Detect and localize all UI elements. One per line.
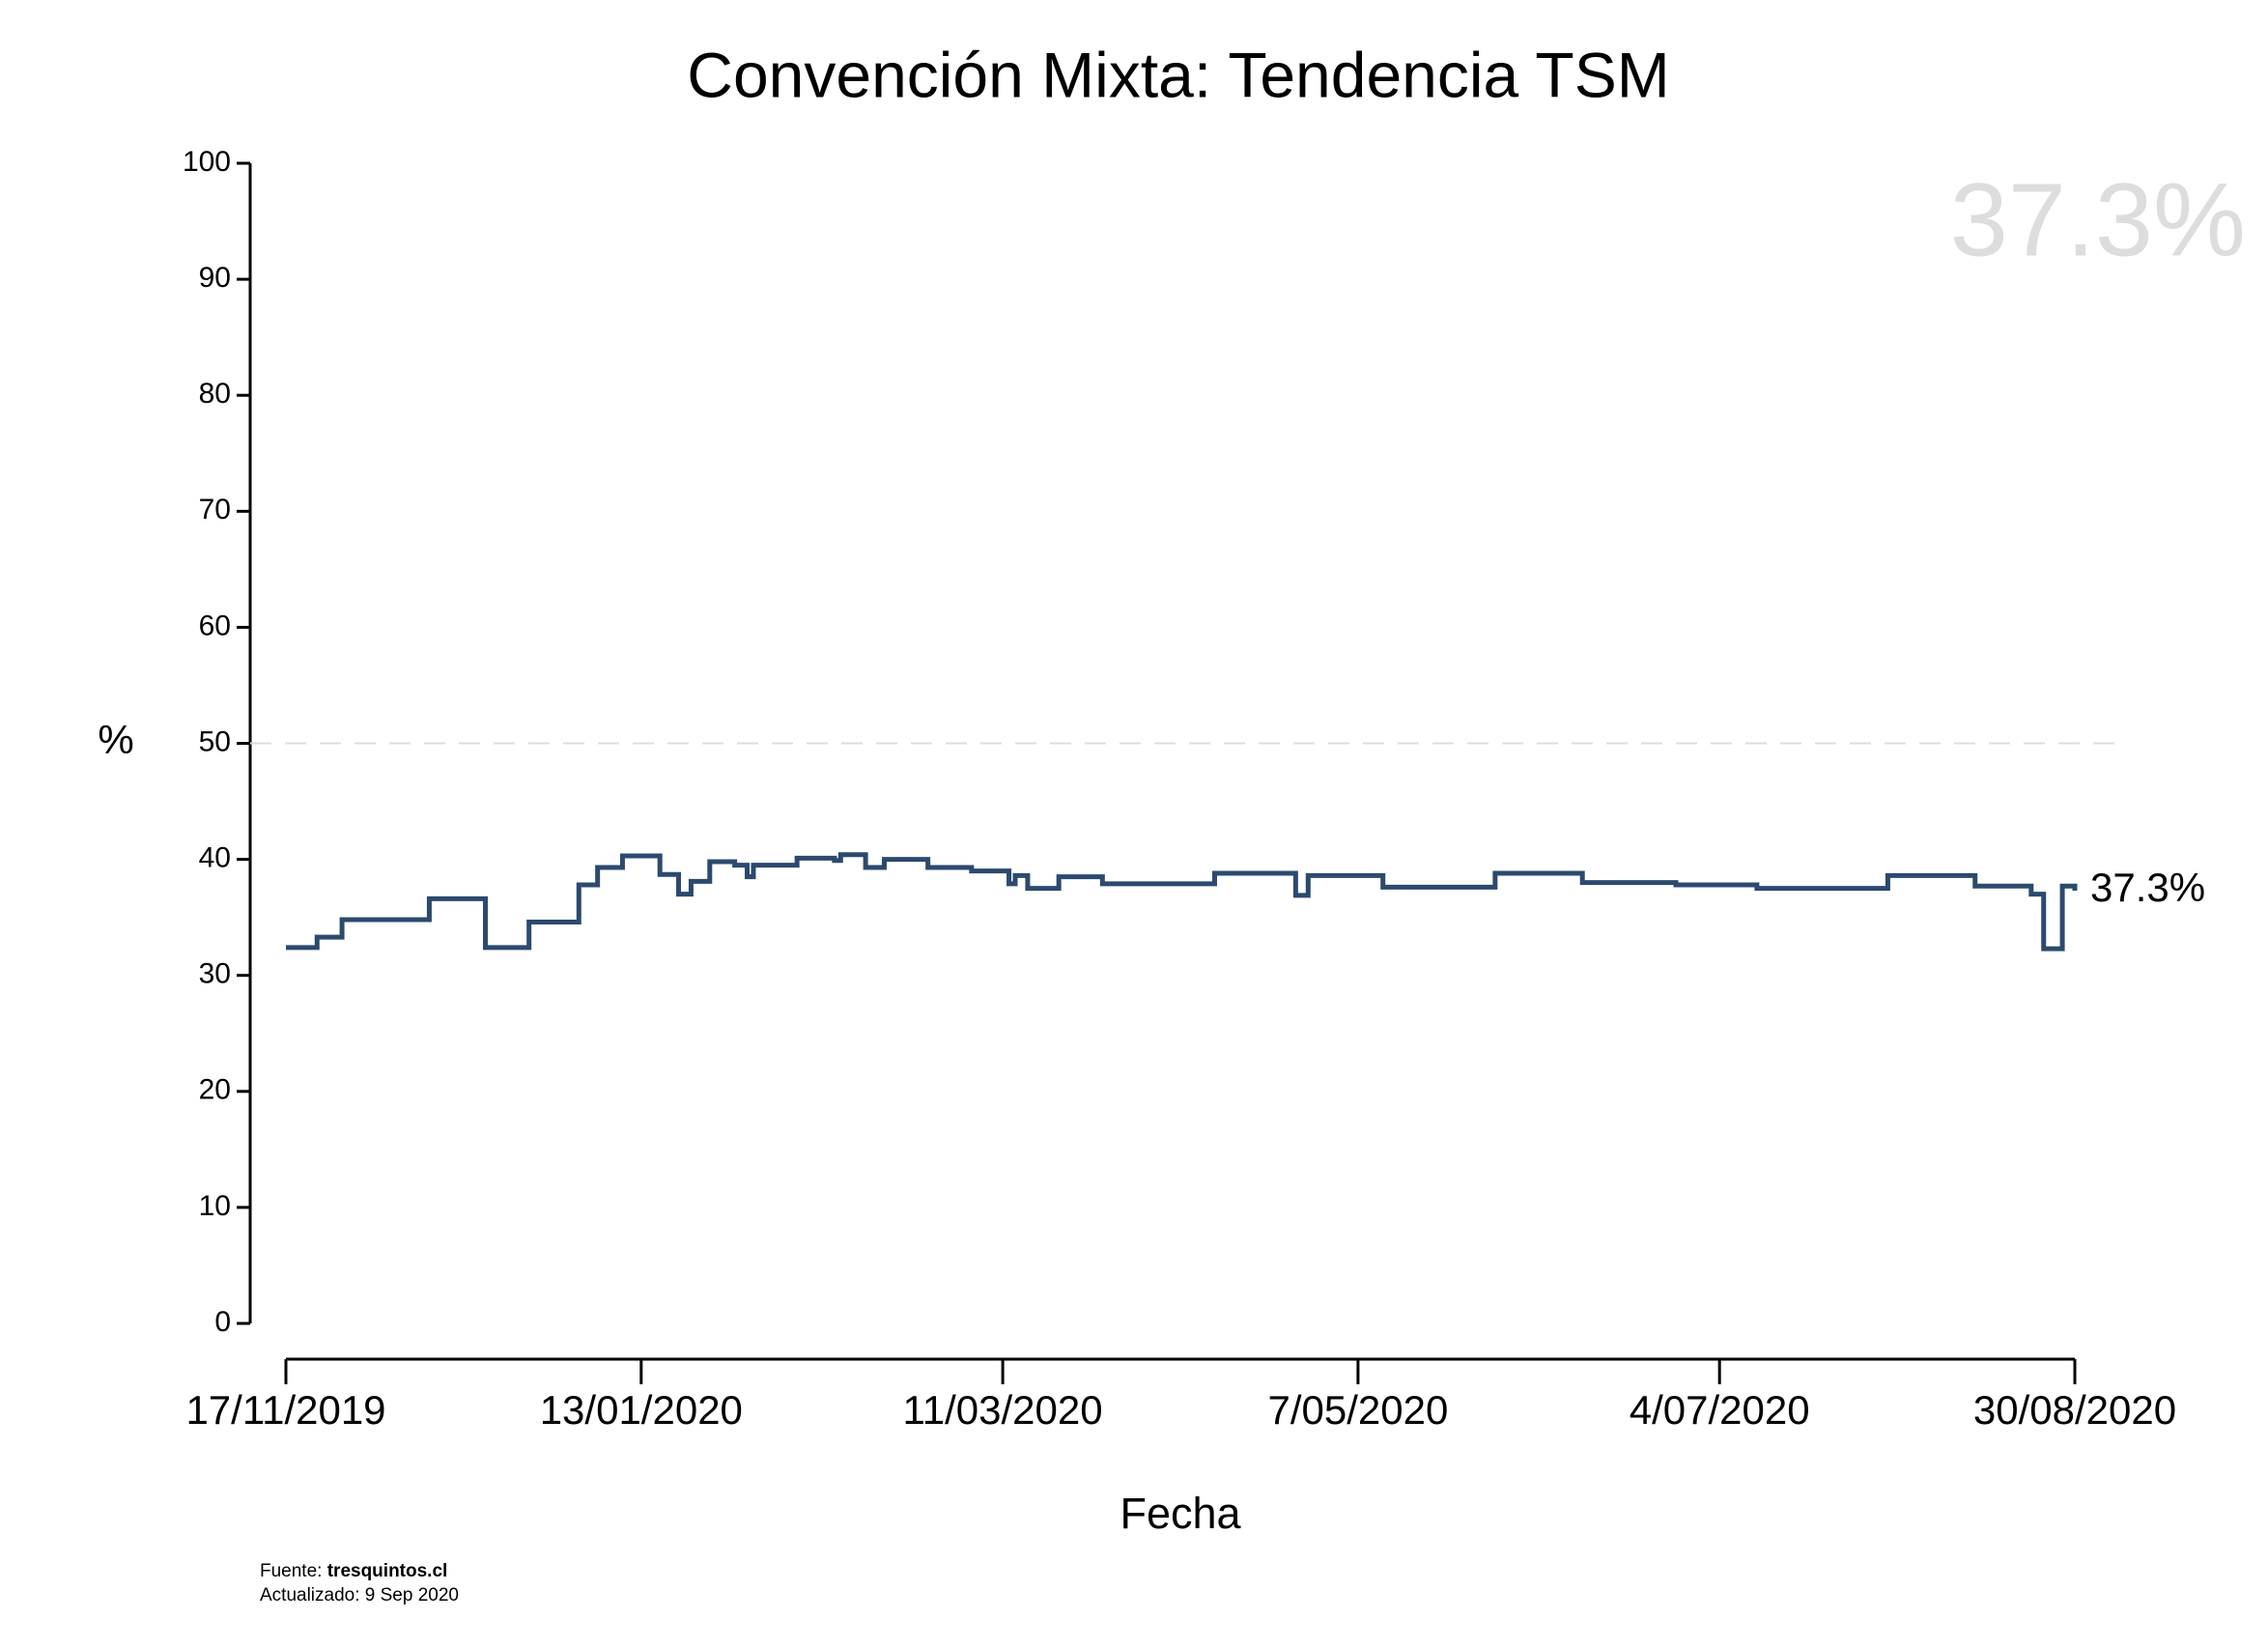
end-label: 37.3%: [2090, 865, 2205, 910]
y-tick-label: 80: [199, 378, 231, 410]
y-tick-label: 90: [199, 262, 231, 294]
x-tick-label: 4/07/2020: [1630, 1387, 1810, 1433]
y-tick-label: 20: [199, 1074, 231, 1106]
y-axis-label: %: [98, 717, 133, 762]
y-tick-label: 50: [199, 725, 231, 757]
source-prefix: Fuente:: [260, 1561, 322, 1581]
highlight-label: 37.3%: [1950, 161, 2246, 278]
updated-note: Actualizado: 9 Sep 2020: [260, 1585, 459, 1605]
source: tresquintos.cl: [327, 1561, 448, 1581]
y-tick-label: 0: [214, 1306, 231, 1338]
source-note: Fuente: tresquintos.cl: [260, 1561, 447, 1581]
x-tick-label: 13/01/2020: [540, 1387, 743, 1433]
y-tick-label: 60: [199, 610, 231, 641]
x-tick-label: 7/05/2020: [1267, 1387, 1448, 1433]
step-line: [286, 852, 2078, 952]
y-tick-label: 10: [199, 1190, 231, 1222]
x-tick-label: 11/03/2020: [903, 1387, 1103, 1433]
y-tick-label: 30: [199, 958, 231, 990]
x-tick-label: 30/08/2020: [1973, 1387, 2176, 1433]
y-tick-label: 100: [183, 146, 231, 178]
y-tick-label: 40: [199, 842, 231, 874]
chart-title: Convención Mixta: Tendencia TSM: [687, 39, 1669, 110]
y-tick-label: 70: [199, 494, 231, 526]
x-axis-label: Fecha: [1120, 1489, 1241, 1538]
x-tick-label: 17/11/2019: [185, 1387, 385, 1433]
